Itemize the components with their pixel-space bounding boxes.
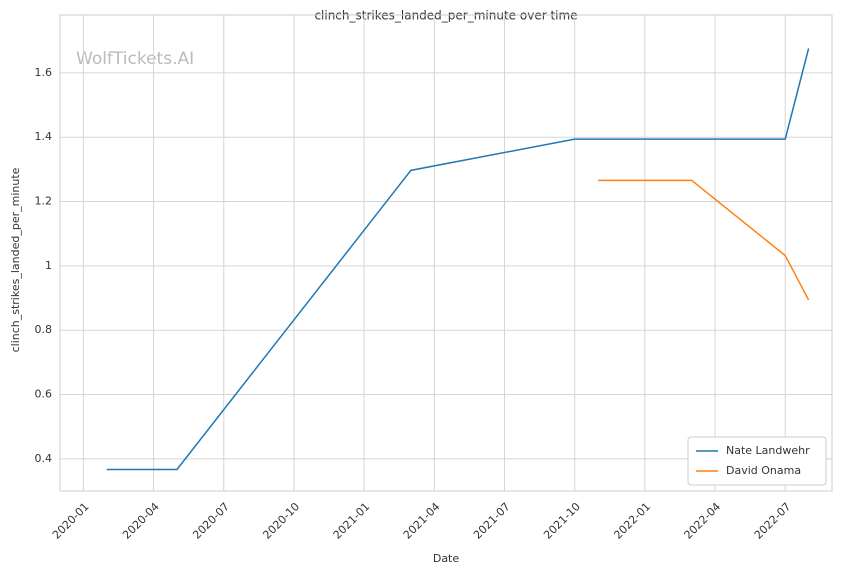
legend-label: Nate Landwehr bbox=[726, 444, 810, 457]
y-tick-label: 1.2 bbox=[35, 195, 53, 208]
y-tick-label: 1 bbox=[45, 259, 52, 272]
y-tick-label: 0.6 bbox=[35, 388, 53, 401]
y-tick-label: 1.4 bbox=[35, 130, 53, 143]
y-axis-label: clinch_strikes_landed_per_minute bbox=[9, 167, 22, 352]
legend-box bbox=[687, 436, 827, 486]
y-tick-label: 0.8 bbox=[35, 323, 53, 336]
line bbox=[598, 179, 810, 301]
line bbox=[106, 48, 810, 471]
y-tick-label: 0.4 bbox=[35, 452, 53, 465]
plot-frame bbox=[59, 14, 833, 492]
y-tick-label: 1.6 bbox=[35, 66, 53, 79]
watermark: WolfTickets.AI bbox=[76, 49, 194, 69]
legend-label: David Onama bbox=[726, 464, 801, 477]
x-axis-label: Date bbox=[433, 552, 460, 565]
